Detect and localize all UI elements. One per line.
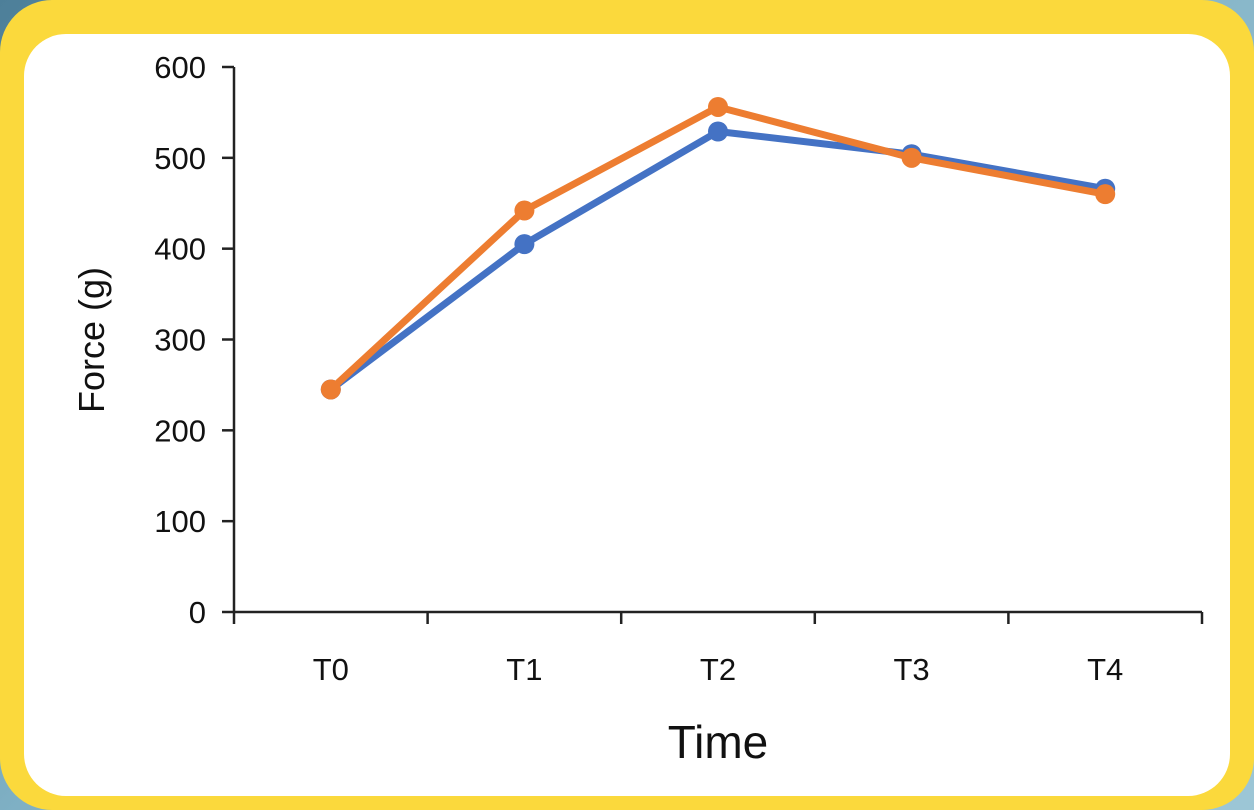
y-tick-label: 0	[189, 595, 206, 630]
data-point	[708, 96, 728, 117]
data-point	[901, 147, 922, 168]
y-tick-label: 300	[154, 323, 206, 358]
x-tick-label: T1	[506, 652, 542, 687]
y-axis-ticks: 0 100 200 300 400 500 600	[154, 50, 234, 630]
x-tick-label: T4	[1087, 652, 1123, 687]
series-1	[320, 121, 1116, 400]
y-tick-label: 400	[154, 232, 206, 267]
y-tick-label: 200	[154, 413, 206, 448]
data-point	[708, 121, 728, 142]
data-point	[514, 200, 535, 221]
series-layer	[320, 96, 1116, 400]
data-point	[320, 379, 341, 400]
series-2	[320, 96, 1116, 400]
y-tick-label: 100	[154, 504, 206, 539]
x-axis-ticks: T0 T1 T2 T3 T4	[232, 612, 1204, 687]
x-tick-label: T2	[700, 652, 736, 687]
x-tick-label: T0	[313, 652, 349, 687]
data-point	[514, 234, 535, 255]
series-line	[328, 103, 1106, 393]
chart-panel	[24, 34, 1230, 796]
x-tick-label: T3	[894, 652, 930, 687]
data-point	[1095, 184, 1116, 205]
y-axis-title: Force (g)	[71, 267, 112, 413]
y-tick-label: 600	[154, 50, 206, 85]
y-tick-label: 500	[154, 141, 206, 176]
x-axis-title: Time	[668, 716, 769, 768]
